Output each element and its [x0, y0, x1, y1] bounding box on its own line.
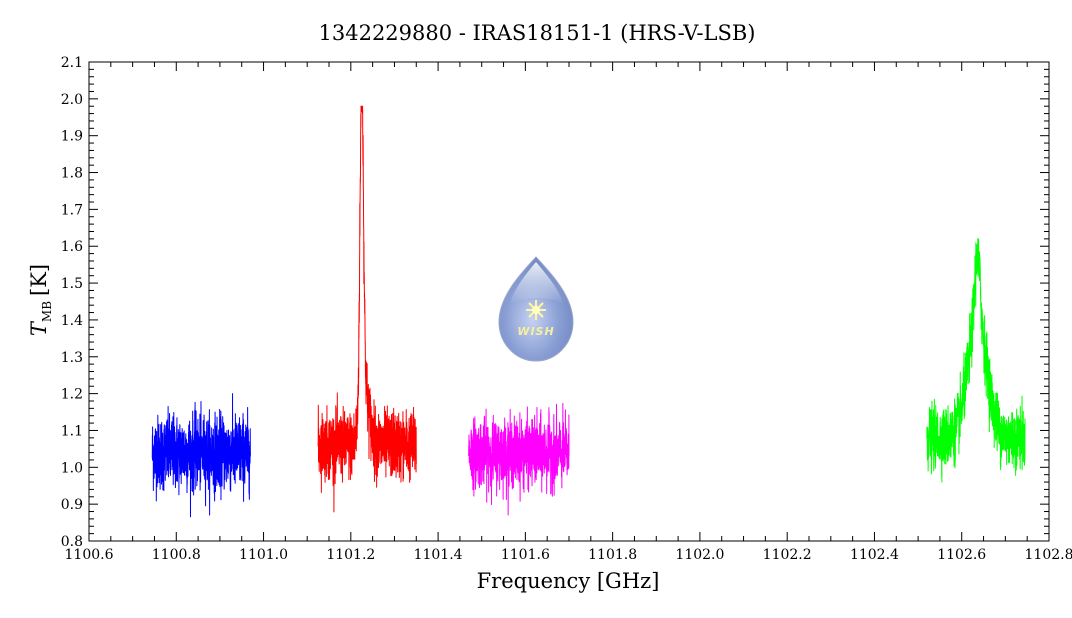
y-tick-label: 1.7 [61, 202, 83, 218]
y-tick-label: 1.2 [61, 387, 83, 403]
y-tick-labels: 0.8 0.9 1.0 1.1 1.2 1.3 1.4 1.5 1.6 1.7 1.8 1.9 2.0 2… [61, 55, 83, 550]
x-tick-label: 1102.8 [1025, 547, 1072, 563]
x-tick-label: 1102.6 [937, 547, 986, 563]
y-tick-label: 1.6 [61, 239, 83, 255]
y-axis-label-subscript: MB [40, 301, 54, 322]
spectrum-series-4 [926, 238, 1026, 483]
y-axis-label: TMB [K] [27, 264, 54, 336]
x-tick-labels: 1100.6 1100.8 1101.0 1101.2 1101.4 1101.6 1101… [65, 547, 1072, 563]
logo-text: WISH [517, 325, 554, 338]
y-tick-label: 1.8 [61, 166, 83, 182]
y-tick-label: 2.1 [61, 55, 83, 71]
spectrum-series-2 [317, 105, 417, 513]
x-tick-label: 1102.2 [763, 547, 812, 563]
axis-ticks [88, 61, 1050, 542]
x-axis-label: Frequency [GHz] [477, 569, 660, 593]
x-tick-label: 1100.8 [152, 547, 201, 563]
y-tick-label: 0.9 [61, 497, 83, 513]
x-tick-label: 1101.8 [588, 547, 637, 563]
series-layer [151, 105, 1026, 518]
y-tick-label: 1.0 [61, 460, 83, 476]
y-tick-label: 1.1 [61, 423, 83, 439]
y-tick-label: 1.5 [61, 276, 83, 292]
spectrum-series-3 [468, 402, 570, 516]
x-tick-label: 1101.6 [501, 547, 550, 563]
x-tick-label: 1101.0 [239, 547, 288, 563]
x-tick-label: 1102.4 [850, 547, 899, 563]
x-tick-label: 1102.0 [675, 547, 724, 563]
y-tick-label: 1.3 [61, 350, 83, 366]
y-tick-label: 2.0 [61, 92, 83, 108]
x-tick-label: 1101.4 [414, 547, 463, 563]
y-axis-label-unit: [K] [27, 264, 51, 296]
y-axis-label-symbol: T [27, 320, 51, 336]
y-tick-label: 1.4 [61, 313, 83, 329]
spectrum-series-1 [151, 393, 251, 518]
y-tick-label: 1.9 [61, 129, 83, 145]
y-tick-label: 0.8 [61, 534, 83, 550]
wish-logo: WISH [498, 256, 574, 362]
x-tick-label: 1100.6 [65, 547, 114, 563]
chart-title: 1342229880 - IRAS18151-1 (HRS-V-LSB) [319, 21, 756, 45]
x-tick-label: 1101.2 [326, 547, 375, 563]
